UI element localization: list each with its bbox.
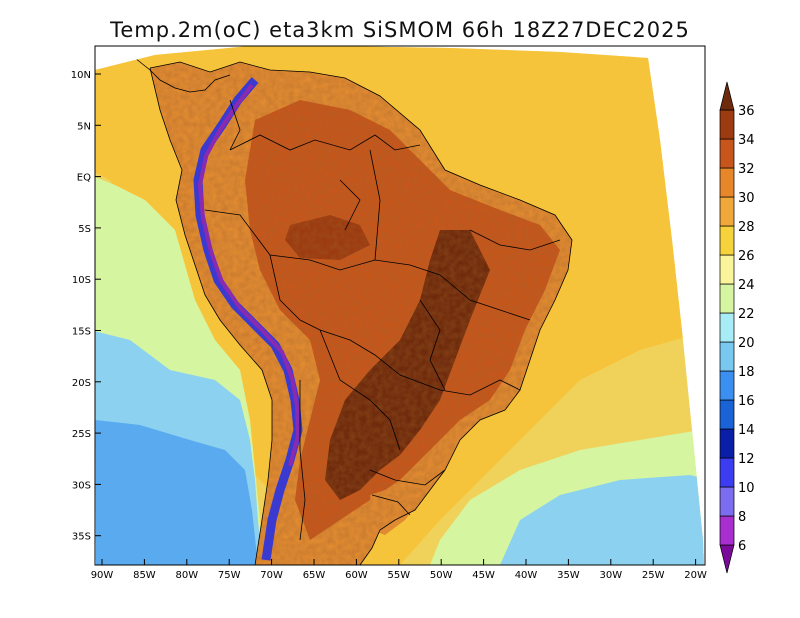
lon-tick-label: 25W	[642, 570, 665, 581]
lat-tick-label: 35S	[72, 532, 91, 543]
land-texture	[150, 62, 572, 565]
andes-coldest-strip	[198, 83, 300, 467]
colorbar-segment	[719, 312, 735, 343]
lat-tick-label: EQ	[77, 173, 91, 184]
colorbar-label: 30	[738, 191, 755, 206]
colorbar-label: 6	[738, 539, 746, 554]
colorbar-label: 16	[738, 394, 755, 409]
colorbar-label: 28	[738, 220, 755, 235]
colorbar-segment	[719, 399, 735, 430]
lon-tick-label: 55W	[387, 570, 410, 581]
colorbar-segment	[719, 515, 735, 546]
colorbar-high-extend	[719, 81, 735, 111]
colorbar-label: 12	[738, 452, 755, 467]
latitude-axis: 10N 5N EQ 5S 10S 15S 20S 25S 30S 35S	[71, 70, 101, 543]
colorbar-label: 22	[738, 307, 755, 322]
colorbar-low-extend	[719, 544, 735, 574]
lat-tick-label: 10S	[72, 275, 91, 286]
lat-tick-label: 15S	[72, 327, 91, 338]
colorbar-label: 36	[738, 104, 755, 119]
atlantic-cold-region	[500, 475, 704, 565]
colorbar-segment	[719, 167, 735, 198]
longitude-axis: 90W 85W 80W 75W 70W 65W 60W 55W 50W 45W 40W 35W 30W 2…	[91, 559, 707, 581]
lon-tick-label: 60W	[345, 570, 368, 581]
lon-tick-label: 35W	[557, 570, 580, 581]
lat-tick-label: 25S	[72, 429, 91, 440]
lon-tick-label: 80W	[175, 570, 198, 581]
colorbar: 6 8 10 12 14 16 18 20 22 24 26 28 30 32 34 36	[719, 81, 755, 574]
colorbar-label: 24	[738, 278, 755, 293]
colorbar-label: 34	[738, 133, 755, 148]
colorbar-label: 32	[738, 162, 755, 177]
colorbar-segment	[719, 196, 735, 227]
colorbar-label: 14	[738, 423, 755, 438]
lon-tick-label: 45W	[472, 570, 495, 581]
colorbar-segment	[719, 457, 735, 488]
lon-tick-label: 90W	[91, 570, 114, 581]
lon-tick-label: 75W	[218, 570, 241, 581]
lat-tick-label: 30S	[72, 480, 91, 491]
lon-tick-label: 85W	[133, 570, 156, 581]
colorbar-label: 10	[738, 481, 755, 496]
lon-tick-label: 40W	[515, 570, 538, 581]
colorbar-label: 18	[738, 365, 755, 380]
colorbar-label: 8	[738, 510, 746, 525]
lat-tick-label: 20S	[72, 378, 91, 389]
central-america-coast	[134, 57, 231, 93]
colorbar-segment	[719, 341, 735, 372]
colorbar-segment	[719, 138, 735, 169]
lon-tick-label: 70W	[260, 570, 283, 581]
colorbar-segment	[719, 486, 735, 517]
colorbar-segment	[719, 254, 735, 285]
colorbar-segment	[719, 428, 735, 459]
colorbar-segment	[719, 283, 735, 314]
colorbar-label: 26	[738, 249, 755, 264]
plot-frame	[94, 45, 706, 566]
colorbar-segment	[719, 370, 735, 401]
lon-tick-label: 50W	[430, 570, 453, 581]
lat-tick-label: 10N	[71, 70, 91, 81]
country-borders	[149, 61, 573, 565]
map-title: Temp.2m(oC) eta3km SiSMOM 66h 18Z27DEC20…	[110, 18, 690, 42]
lat-tick-label: 5N	[77, 121, 91, 132]
colorbar-label: 20	[738, 336, 755, 351]
lon-tick-label: 20W	[684, 570, 707, 581]
lat-tick-label: 5S	[78, 224, 91, 235]
lon-tick-label: 30W	[599, 570, 622, 581]
map-plot-area	[95, 46, 704, 565]
colorbar-segment	[719, 109, 735, 140]
lon-tick-label: 65W	[303, 570, 326, 581]
colorbar-segment	[719, 225, 735, 256]
ocean-colder-region	[95, 420, 258, 565]
